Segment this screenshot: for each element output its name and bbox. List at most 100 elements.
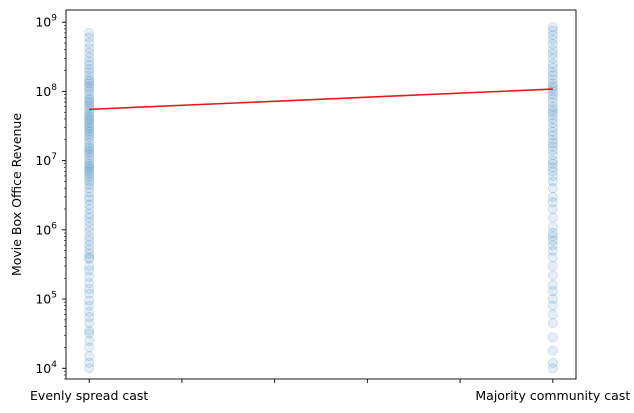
data-point — [547, 34, 558, 45]
data-point — [547, 74, 558, 85]
data-point — [84, 244, 95, 255]
data-point — [84, 240, 95, 251]
data-point — [547, 332, 558, 343]
data-point — [84, 300, 95, 311]
y-tick-label: 106 — [35, 221, 57, 237]
data-point — [84, 120, 95, 131]
data-point — [84, 179, 95, 190]
data-point — [84, 32, 95, 43]
data-point — [547, 89, 558, 100]
data-point — [547, 240, 558, 251]
data-point — [84, 204, 95, 215]
data-point — [547, 30, 558, 41]
data-point — [84, 252, 95, 263]
data-point — [84, 318, 95, 329]
data-point — [84, 288, 95, 299]
data-point — [547, 300, 558, 311]
trend-layer — [89, 88, 553, 111]
data-point — [84, 86, 95, 97]
data-point — [84, 124, 95, 135]
data-point — [84, 134, 95, 145]
data-point — [84, 117, 95, 128]
data-point — [547, 137, 558, 148]
data-point — [547, 212, 558, 223]
y-axis: 104 105 106 107 108 109 — [35, 14, 66, 380]
data-point — [84, 170, 95, 181]
data-point — [547, 252, 558, 263]
data-point — [547, 318, 558, 329]
data-point — [84, 27, 95, 38]
data-point — [547, 261, 558, 272]
data-point — [84, 70, 95, 81]
data-point — [547, 22, 558, 33]
data-point — [84, 78, 95, 89]
data-point — [84, 335, 95, 346]
data-point — [84, 187, 95, 198]
data-point — [84, 74, 95, 85]
data-point — [84, 253, 95, 264]
data-point — [84, 56, 95, 67]
data-point — [547, 122, 558, 133]
data-point — [547, 158, 558, 169]
data-point — [547, 62, 558, 73]
data-point — [84, 126, 95, 137]
x-tick-label: Evenly spread cast — [30, 388, 148, 403]
data-point — [84, 183, 95, 194]
y-tick-label: 108 — [35, 83, 57, 99]
data-point — [84, 160, 95, 171]
data-point — [547, 228, 558, 239]
data-point — [547, 294, 558, 305]
data-point — [547, 70, 558, 81]
data-point — [84, 95, 95, 106]
data-point — [547, 145, 558, 156]
data-point — [84, 283, 95, 294]
data-point — [84, 176, 95, 187]
data-point — [84, 307, 95, 318]
data-point — [547, 345, 558, 356]
data-point — [84, 131, 95, 142]
data-point — [547, 270, 558, 281]
data-point — [547, 170, 558, 181]
data-point — [547, 166, 558, 177]
data-point — [84, 150, 95, 161]
data-point — [84, 155, 95, 166]
data-point — [547, 104, 558, 115]
data-point — [547, 245, 558, 256]
data-point — [547, 107, 558, 118]
data-point — [547, 141, 558, 152]
data-point — [547, 155, 558, 166]
data-point — [84, 83, 95, 94]
data-point — [84, 113, 95, 124]
data-point — [547, 101, 558, 112]
data-point — [547, 130, 558, 141]
data-point — [84, 357, 95, 368]
data-point — [84, 208, 95, 219]
data-point — [547, 183, 558, 194]
data-point — [84, 351, 95, 362]
data-point — [547, 113, 558, 124]
data-point — [84, 47, 95, 58]
data-point — [547, 197, 558, 208]
data-point — [84, 173, 95, 184]
data-point — [547, 110, 558, 121]
y-tick-label: 104 — [35, 360, 57, 376]
data-point — [547, 309, 558, 320]
data-point — [84, 43, 95, 54]
data-point — [84, 235, 95, 246]
data-point — [84, 271, 95, 282]
y-tick-label: 107 — [35, 152, 57, 168]
y-tick-label: 105 — [35, 291, 57, 307]
data-point — [84, 363, 95, 374]
data-point — [547, 204, 558, 215]
data-point — [84, 158, 95, 169]
data-point — [547, 44, 558, 55]
data-point — [84, 152, 95, 163]
data-point — [547, 93, 558, 104]
data-point — [547, 279, 558, 290]
data-point — [84, 38, 95, 49]
data-point — [84, 221, 95, 232]
data-point — [84, 199, 95, 210]
data-point — [84, 145, 95, 156]
data-point — [84, 60, 95, 71]
